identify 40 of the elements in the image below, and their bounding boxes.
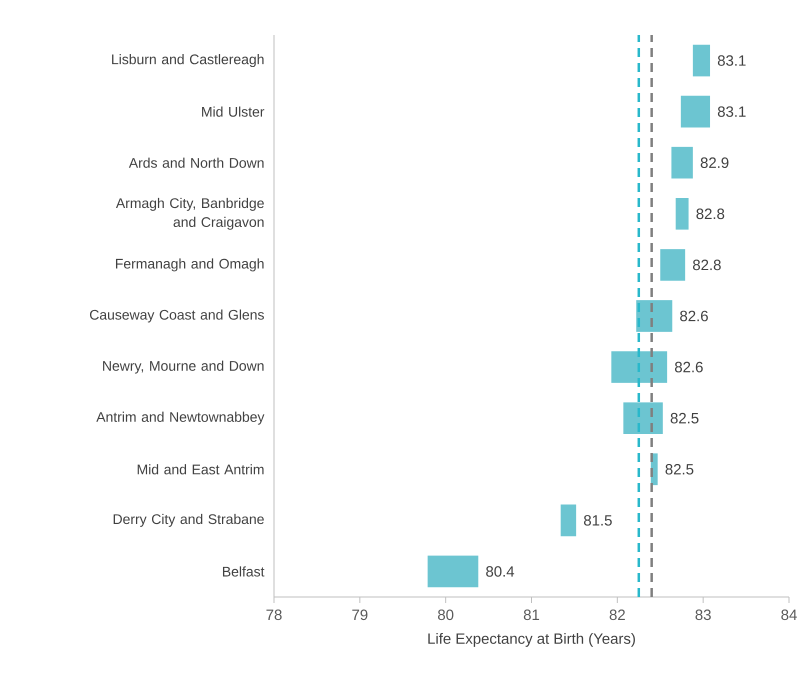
- data-label: 82.6: [674, 362, 703, 372]
- x-tick-label: 78: [266, 610, 282, 620]
- data-label: 83.1: [718, 55, 746, 66]
- y-tick-label: Lisburn and Castlereagh: [112, 54, 264, 68]
- data-label: 81.5: [584, 515, 612, 526]
- bar: [636, 300, 672, 332]
- x-tick-label: 82: [610, 610, 625, 620]
- bar: [671, 146, 693, 179]
- y-tick-label: Antrim and Newtownabbey: [96, 412, 264, 425]
- data-label: 82.8: [692, 260, 721, 270]
- data-label: 83.1: [718, 106, 746, 117]
- bar: [428, 556, 478, 588]
- data-label: 82.6: [680, 310, 708, 322]
- y-tick-label: Armagh City, Banbridge and Craigavon: [116, 198, 264, 230]
- y-tick-label: Newry, Mourne and Down: [103, 360, 264, 374]
- y-tick-label: Causeway Coast and Glens: [90, 309, 264, 322]
- y-tick-label: Mid Ulster: [202, 106, 264, 117]
- bar: [611, 351, 668, 383]
- data-label: 82.5: [670, 412, 698, 424]
- y-tick-label: Fermanagh and Omagh: [116, 258, 264, 272]
- x-tick-label: 81: [524, 610, 540, 620]
- x-tick-label: 84: [781, 610, 797, 620]
- bar: [692, 44, 710, 76]
- data-label: 82.9: [700, 157, 728, 168]
- y-tick-label: Mid and East Antrim: [138, 464, 264, 474]
- bar: [660, 249, 686, 281]
- x-tick-label: 83: [696, 610, 711, 620]
- data-label: 82.8: [696, 208, 724, 220]
- y-tick-label: Derry City and Strabane: [114, 514, 264, 527]
- bar: [676, 198, 689, 230]
- y-tick-label: Ards and North Down: [128, 158, 264, 168]
- bar: [623, 402, 663, 434]
- x-tick-label: 80: [438, 610, 454, 620]
- data-label: 80.4: [486, 566, 514, 577]
- data-label: 82.5: [666, 464, 694, 475]
- bar: [560, 504, 576, 536]
- bar: [680, 96, 710, 128]
- x-axis-title: Life Expectancy at Birth (Years): [428, 632, 635, 647]
- x-tick-label: 79: [352, 610, 368, 620]
- y-tick-label: Belfast: [222, 566, 264, 577]
